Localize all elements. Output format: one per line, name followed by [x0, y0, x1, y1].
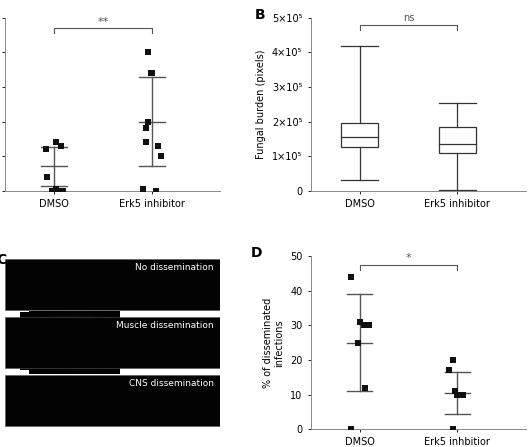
Point [43, 173, 52, 181]
Point [459, 391, 467, 398]
Point [449, 356, 457, 363]
Point [52, 139, 61, 146]
Point [457, 391, 465, 398]
Point [356, 318, 364, 325]
Y-axis label: % of disseminated
infections: % of disseminated infections [263, 298, 285, 388]
Point [152, 187, 160, 194]
Text: ns: ns [402, 13, 414, 23]
Text: D: D [251, 246, 262, 260]
Point [365, 322, 373, 329]
Point [354, 339, 363, 346]
Point [154, 142, 162, 149]
Text: CNS dissemination: CNS dissemination [129, 379, 214, 388]
Point [59, 187, 67, 194]
Point [143, 49, 152, 56]
Point [41, 146, 50, 153]
Bar [5, 375, 220, 426]
Bar [341, 123, 378, 148]
Text: *: * [406, 253, 411, 263]
Bar [439, 127, 476, 153]
Point [148, 70, 157, 77]
Point [453, 391, 461, 398]
Text: B: B [255, 8, 266, 21]
Point [359, 322, 368, 329]
Text: No dissemination: No dissemination [135, 263, 214, 272]
Point [138, 186, 147, 193]
Point [55, 187, 63, 194]
Bar [5, 317, 220, 368]
Point [451, 388, 459, 395]
Point [347, 274, 355, 281]
Text: **: ** [97, 17, 109, 26]
Point [157, 152, 165, 160]
Point [355, 318, 364, 325]
Point [47, 187, 56, 194]
Point [43, 173, 52, 181]
Text: C: C [0, 253, 7, 267]
Point [449, 426, 457, 433]
Text: Muscle dissemination: Muscle dissemination [116, 320, 214, 330]
Point [57, 142, 66, 149]
Point [444, 367, 453, 374]
Point [142, 139, 151, 146]
Point [347, 426, 355, 433]
Point [141, 139, 150, 146]
Bar [5, 259, 220, 310]
Point [361, 384, 369, 391]
Y-axis label: Fungal burden (pixels): Fungal burden (pixels) [256, 50, 266, 159]
Point [141, 125, 150, 132]
Point [147, 70, 155, 77]
Point [144, 118, 152, 125]
Point [52, 186, 61, 193]
